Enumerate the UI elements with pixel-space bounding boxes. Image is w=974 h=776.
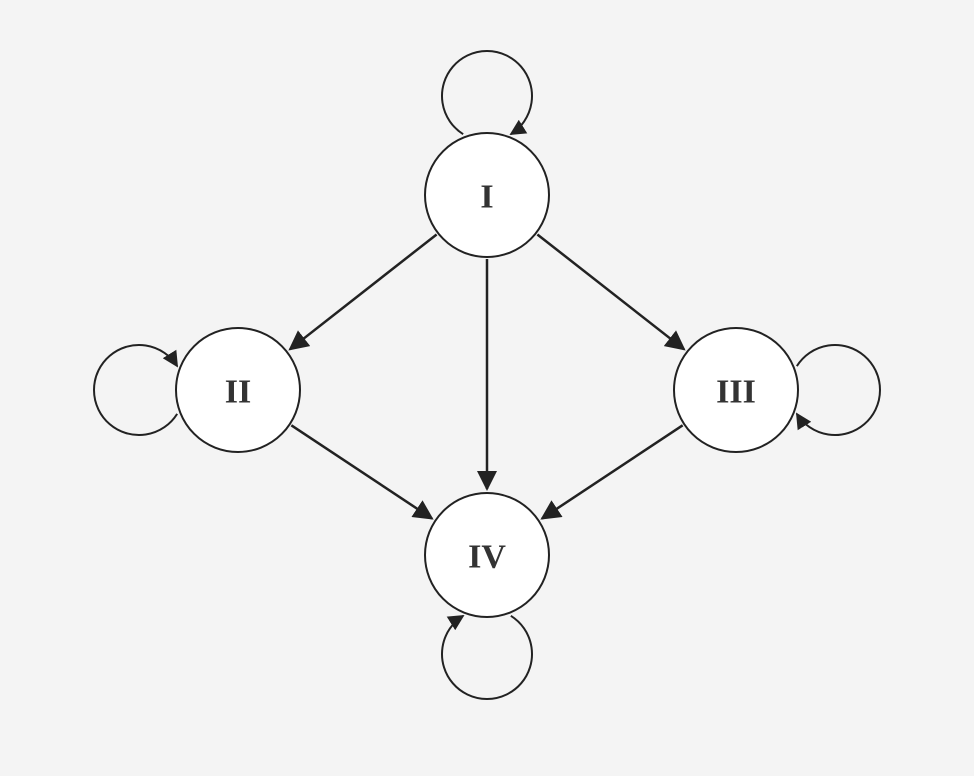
state-diagram: IIIIIIIV bbox=[0, 0, 974, 776]
self-loop-II bbox=[94, 345, 177, 435]
edge-II-IV bbox=[291, 425, 432, 518]
edge-I-II bbox=[290, 234, 437, 349]
self-loop-I bbox=[442, 51, 532, 134]
self-loop-IV bbox=[442, 616, 532, 699]
self-loop-III bbox=[797, 345, 880, 435]
node-I: I bbox=[425, 133, 549, 257]
node-label-IV: IV bbox=[468, 539, 506, 576]
node-IV: IV bbox=[425, 493, 549, 617]
node-III: III bbox=[674, 328, 798, 452]
node-label-I: I bbox=[480, 179, 493, 216]
node-label-II: II bbox=[225, 374, 251, 411]
edge-III-IV bbox=[542, 425, 683, 518]
node-label-III: III bbox=[716, 374, 756, 411]
edge-I-III bbox=[537, 234, 684, 349]
node-II: II bbox=[176, 328, 300, 452]
